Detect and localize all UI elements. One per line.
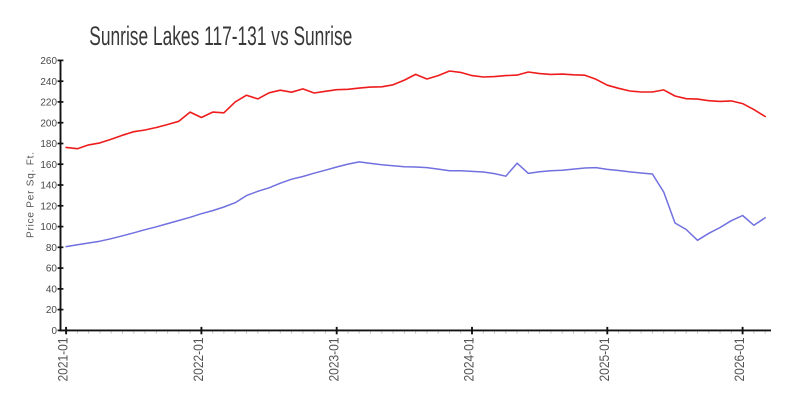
svg-text:2023-01: 2023-01 (326, 338, 341, 382)
svg-text:120: 120 (40, 201, 57, 212)
svg-text:260: 260 (40, 56, 57, 67)
svg-text:180: 180 (40, 139, 57, 150)
svg-text:2022-01: 2022-01 (191, 338, 206, 382)
svg-text:140: 140 (40, 181, 57, 192)
svg-text:2021-01: 2021-01 (56, 338, 71, 382)
svg-text:40: 40 (46, 285, 57, 296)
svg-text:60: 60 (46, 264, 57, 275)
svg-text:2025-01: 2025-01 (597, 338, 612, 382)
svg-text:200: 200 (40, 118, 57, 129)
svg-text:Sunrise Lakes 117-131 vs Sunri: Sunrise Lakes 117-131 vs Sunrise (89, 21, 352, 51)
svg-text:100: 100 (40, 222, 57, 233)
svg-text:2026-01: 2026-01 (732, 338, 747, 382)
svg-text:Price Per Sq. Ft.: Price Per Sq. Ft. (26, 152, 37, 238)
svg-text:20: 20 (46, 305, 57, 316)
svg-text:220: 220 (40, 98, 57, 109)
svg-text:80: 80 (46, 243, 57, 254)
svg-text:240: 240 (40, 77, 57, 88)
svg-text:0: 0 (52, 326, 58, 337)
svg-text:2024-01: 2024-01 (462, 338, 477, 382)
svg-text:160: 160 (40, 160, 57, 171)
